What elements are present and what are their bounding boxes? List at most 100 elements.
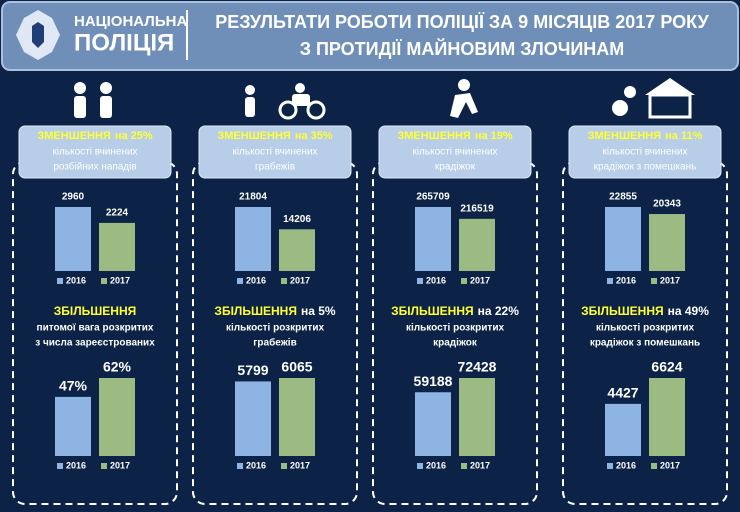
bar — [415, 207, 451, 271]
icon — [74, 96, 86, 118]
heading: ЗБІЛЬШЕННЯ — [54, 304, 137, 318]
subtitle: кількості розкритих — [406, 323, 505, 334]
logo-shield — [32, 22, 44, 48]
value-label: 6624 — [651, 359, 682, 375]
heading-word: ЗМЕНШЕННЯ — [217, 130, 291, 142]
icon — [245, 97, 255, 117]
heading: ЗБІЛЬШЕННЯ на 5% — [214, 304, 335, 318]
icon — [450, 93, 478, 118]
subtitle: з числа зареєстрованих — [35, 338, 155, 349]
title: З ПРОТИДІЇ МАЙНОВИМ ЗЛОЧИНАМ — [300, 38, 625, 59]
value-label: 216519 — [460, 203, 494, 214]
icon — [100, 96, 112, 118]
logo-text: НАЦІОНАЛЬНА — [74, 13, 187, 30]
heading: ЗБІЛЬШЕННЯ на 49% — [581, 304, 709, 318]
bar — [415, 392, 451, 456]
heading-change: на 35% — [295, 130, 333, 142]
subtitle: грабежів — [253, 337, 296, 349]
heading-change: на 11% — [665, 130, 702, 142]
value-label: 62% — [103, 359, 132, 375]
heading-word: ЗБІЛЬШЕННЯ — [54, 304, 137, 318]
legend-label: 2017 — [290, 460, 310, 470]
icon — [306, 100, 326, 120]
legend-label: 2016 — [66, 275, 86, 285]
heading-change: на 49% — [668, 304, 710, 318]
value-label: 20343 — [653, 199, 681, 210]
subtitle: розбійних нападів — [53, 161, 136, 173]
icon — [458, 79, 470, 91]
heading-word: ЗМЕНШЕННЯ — [397, 130, 471, 142]
legend-swatch — [101, 463, 107, 469]
heading: ЗМЕНШЕННЯ на 11% — [588, 130, 703, 142]
legend-swatch — [57, 463, 63, 469]
caption-box — [18, 125, 172, 179]
legend-swatch — [461, 278, 467, 284]
dashed-frame — [562, 161, 728, 505]
value-label: 21804 — [239, 192, 267, 203]
icon — [278, 100, 298, 120]
value-label: 22855 — [609, 192, 637, 203]
icon — [245, 85, 255, 95]
subtitle: кількості розкритих — [596, 323, 695, 334]
caption-box — [378, 125, 532, 179]
legend-label: 2017 — [110, 275, 130, 285]
bar — [235, 381, 271, 456]
legend-swatch — [57, 278, 63, 284]
value-label: 59188 — [414, 373, 453, 389]
legend-swatch — [417, 278, 423, 284]
legend-label: 2016 — [616, 275, 636, 285]
subtitle: кількості вчинених — [602, 147, 687, 158]
legend-label: 2017 — [470, 460, 490, 470]
heading: ЗМЕНШЕННЯ на 25% — [37, 130, 153, 142]
bar — [605, 403, 641, 456]
dashed-frame — [12, 161, 178, 505]
legend-label: 2016 — [426, 460, 446, 470]
heading: ЗМЕНШЕННЯ на 35% — [217, 130, 333, 142]
heading: ЗБІЛЬШЕННЯ на 22% — [391, 304, 519, 318]
legend-label: 2016 — [246, 275, 266, 285]
legend-swatch — [417, 463, 423, 469]
legend-swatch — [651, 463, 657, 469]
icon — [292, 94, 310, 106]
icon — [100, 82, 112, 94]
legend-label: 2016 — [426, 275, 446, 285]
title: РЕЗУЛЬТАТИ РОБОТИ ПОЛІЦІЇ ЗА 9 МІСЯЦІВ 2… — [215, 12, 709, 32]
value-label: 6065 — [281, 359, 312, 375]
subtitle: кількості вчинених — [52, 147, 137, 158]
subtitle: кількості розкритих — [226, 323, 325, 334]
legend-swatch — [461, 463, 467, 469]
value-label: 2224 — [106, 208, 129, 219]
icon — [645, 78, 695, 95]
bar — [279, 378, 315, 456]
icon — [295, 83, 305, 93]
dashed-frame — [192, 161, 358, 505]
bar — [459, 378, 495, 456]
heading-change: на 5% — [301, 304, 336, 318]
legend-swatch — [607, 463, 613, 469]
logo-text: ПОЛІЦІЯ — [74, 29, 174, 56]
legend-label: 2016 — [66, 460, 86, 470]
legend-label: 2017 — [660, 460, 680, 470]
subtitle: крадіжок — [433, 338, 478, 349]
subtitle: питомої вага розкритих — [37, 323, 154, 334]
caption-box — [568, 125, 722, 179]
subtitle: кількості вчинених — [412, 147, 497, 158]
heading-word: ЗМЕНШЕННЯ — [588, 130, 662, 142]
dashed-frame — [372, 161, 538, 505]
bar — [459, 218, 495, 271]
heading-word: ЗБІЛЬШЕННЯ — [581, 304, 664, 318]
subtitle: крадіжок з помешкань — [590, 338, 700, 349]
legend-label: 2017 — [470, 275, 490, 285]
legend-swatch — [607, 278, 613, 284]
subtitle: крадіжок — [435, 162, 476, 173]
icon — [624, 86, 636, 98]
legend-swatch — [281, 463, 287, 469]
value-label: 265709 — [416, 192, 450, 203]
bar — [99, 222, 135, 271]
icons — [74, 78, 695, 120]
bar — [649, 378, 685, 456]
heading-change: на 22% — [478, 304, 520, 318]
heading-change: на 25% — [115, 130, 153, 142]
value-label: 5799 — [237, 362, 268, 378]
